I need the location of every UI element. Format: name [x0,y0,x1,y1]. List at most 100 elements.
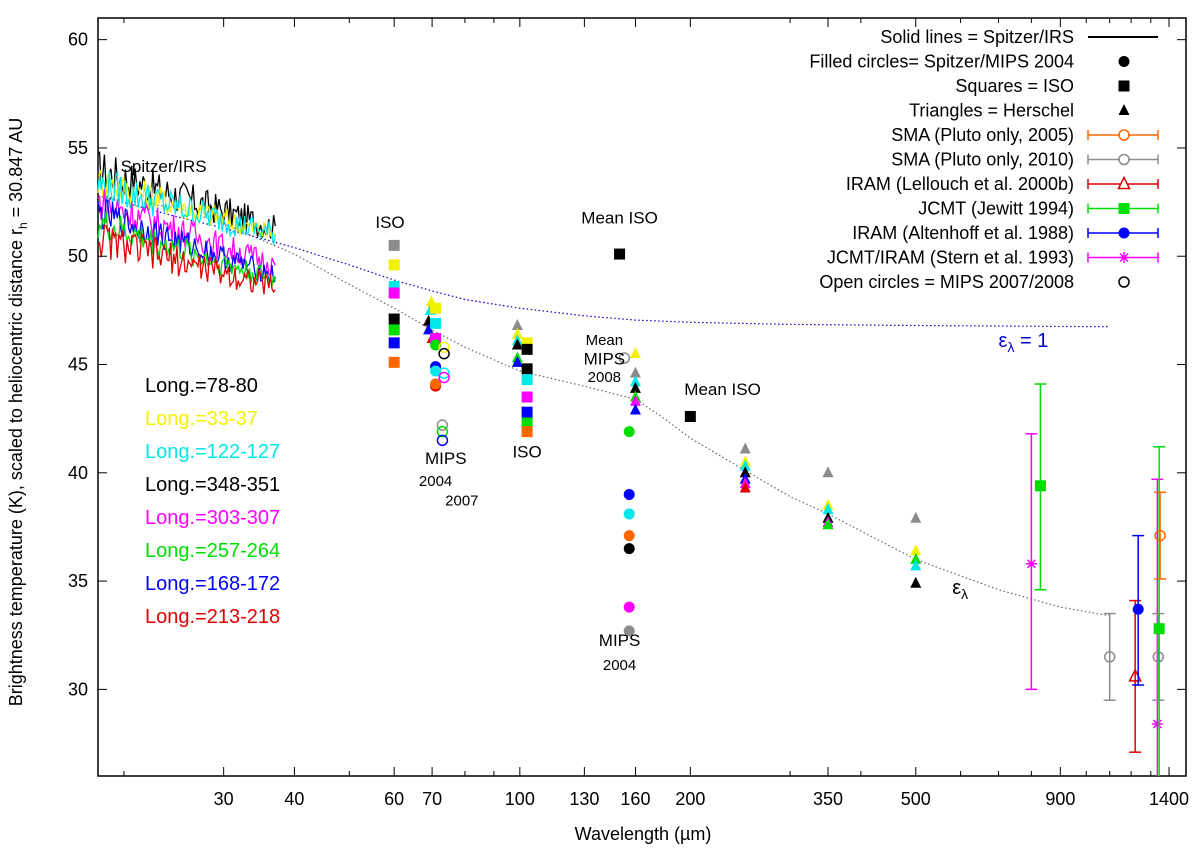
x-tick-label: 160 [620,789,650,809]
x-tick-label: 40 [284,789,304,809]
data-points [388,239,922,637]
annotation-label: Mean ISO [684,380,761,399]
x-tick-label: 500 [901,789,931,809]
axis-ticks: 30 35 40 45 50 55 60 30 40 60 70 100 130 160 200 350 500… [68,18,1189,809]
open-circle-marker [436,419,449,431]
triangle-marker [739,466,751,478]
square-marker [1118,203,1130,214]
annotation-label: 2004 [603,657,636,674]
square-marker [521,426,533,438]
annotation-label: MIPS [584,350,626,369]
legend-label: IRAM (Lellouch et al. 2000b) [846,174,1074,194]
circle-marker [430,365,442,377]
curve-labels: ελ = 1ελ [952,330,1048,602]
open-triangle-marker [1117,175,1131,190]
square-marker [1118,80,1130,92]
circle-marker [430,378,442,390]
x-tick-label: 60 [384,789,404,809]
square-marker [388,259,400,271]
triangle-marker [511,319,523,331]
square-marker [521,406,533,418]
triangle-marker [629,403,641,415]
x-tick-label: 200 [675,789,705,809]
annotation-label: Spitzer/IRS [121,157,207,176]
square-marker [388,324,400,336]
legend-marker-bg [1120,155,1128,164]
y-tick-label: 40 [68,463,88,483]
y-axis-label-sub: h [16,222,30,229]
circle-marker [623,625,635,637]
open-circle-marker [1103,651,1116,663]
triangle-marker [910,576,922,588]
triangle-marker [739,459,751,471]
y-tick-label: 30 [68,679,88,699]
circle-marker [1132,603,1144,615]
triangle-marker [910,511,922,523]
legend-label: Squares = ISO [955,76,1074,96]
annotation-label: 2008 [588,369,621,386]
square-marker [430,302,442,314]
square-marker [388,356,400,368]
legend-label: JCMT/IRAM (Stern et al. 1993) [827,248,1074,268]
open-circle-marker [1118,129,1130,141]
annotation-label: ISO [512,443,541,462]
square-marker [388,287,400,299]
legend-label: Open circles = MIPS 2007/2008 [819,272,1074,292]
square-marker [521,391,533,403]
y-tick-label: 45 [68,355,88,375]
star-marker-arm [1152,719,1162,729]
square-marker [388,337,400,349]
x-tick-label: 900 [1045,789,1075,809]
open-circle-marker [1118,276,1130,288]
longitude-label: Long.=303-307 [145,507,280,529]
curve-label: ελ = 1 [999,330,1049,355]
square-marker [521,337,533,349]
triangle-marker [511,338,523,350]
triangle-marker [629,381,641,393]
open-circle-marker [618,352,631,364]
circle-marker [1118,227,1130,239]
circle-marker [430,339,442,351]
longitude-label: Long.=213-218 [145,606,280,628]
triangle-marker [629,375,641,387]
circle-marker [623,543,635,555]
longitude-label: Long.=33-37 [145,408,258,430]
open-circle-marker [438,371,450,384]
triangle-marker [910,552,922,564]
triangle-marker [423,323,435,335]
curve-label-symbol: ε [999,330,1008,352]
legend-label: JCMT (Jewitt 1994) [918,199,1074,219]
annotation-label: MIPS [425,449,467,468]
annotation-label: 2004 [419,473,452,490]
star-marker-arm [1026,559,1036,569]
longitude-label: Long.=78-80 [145,375,258,397]
y-axis-label: Brightness temperature (K), scaled to he… [6,118,30,707]
triangle-marker [822,503,834,515]
annotation-label: MIPS [599,631,641,650]
y-tick-label: 35 [68,571,88,591]
legend-label: SMA (Pluto only, 2005) [891,125,1074,145]
open-circle-marker [436,425,449,438]
y-tick-label: 60 [68,30,88,50]
x-axis-label: Wavelength (µm) [575,824,712,844]
legend-label: Triangles = Herschel [909,101,1074,121]
triangle-marker [822,518,834,530]
legend-marker-bg [1120,131,1128,139]
square-marker [521,417,533,429]
triangle-marker [910,559,922,571]
square-marker [388,239,400,251]
triangle-marker [629,394,641,406]
x-tick-label: 350 [813,789,843,809]
y-axis-label-tail: = 30.847 AU [6,118,26,223]
longitude-legend: Long.=78-80 Long.=33-37 Long.=122-127 Long.… [145,375,280,628]
circle-marker [623,426,635,438]
legend-marker-bg [1120,278,1128,286]
open-circle-marker [436,434,449,447]
square-marker [430,317,442,329]
curve-label-sub: λ [1007,339,1014,355]
annotation-label: 2007 [445,492,478,509]
curve-label: ελ [952,577,968,602]
square-marker [521,363,533,375]
open-circle-marker [438,347,450,360]
open-circle-marker [438,367,450,379]
